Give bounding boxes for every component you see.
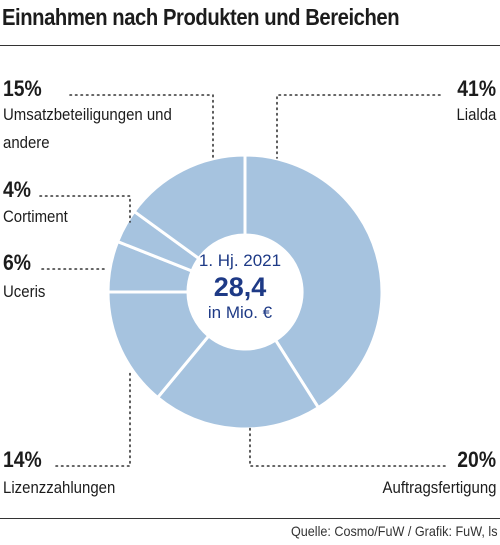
leader-cortiment	[39, 195, 131, 223]
label-uceris-name: Uceris	[3, 282, 46, 301]
label-umsatz-name-2: andere	[3, 133, 50, 152]
leader-lines	[39, 94, 446, 467]
title-rule	[0, 45, 500, 46]
leader-auftrag	[249, 427, 446, 467]
donut-center: 1. Hj. 2021 28,4 in Mio. €	[190, 251, 290, 323]
leader-umsatz	[69, 94, 214, 159]
label-auftrag-name: Auftragsfertigung	[382, 478, 496, 497]
label-umsatz-pct: 15%	[3, 76, 42, 101]
chart-title: Einnahmen nach Produkten und Bereichen	[2, 4, 400, 30]
label-umsatz-name-1: Umsatzbeteiligungen und	[3, 105, 172, 124]
slice-umsatzbeteiligungen-und-andere	[132, 153, 247, 261]
label-auftrag-pct: 20%	[457, 447, 496, 472]
source-note: Quelle: Cosmo/FuW / Grafik: FuW, ls	[290, 523, 497, 539]
donut-slices	[106, 153, 384, 431]
label-lizenz-pct: 14%	[3, 447, 42, 472]
slice-lizenzzahlungen	[106, 290, 211, 400]
leader-lialda	[276, 94, 441, 159]
leader-lizenz	[55, 371, 131, 467]
label-cortiment-name: Cortiment	[3, 207, 68, 226]
slice-auftragsfertigung	[155, 333, 321, 431]
label-lialda-pct: 41%	[457, 76, 496, 101]
label-cortiment-pct: 4%	[3, 177, 31, 202]
center-period: 1. Hj. 2021	[198, 251, 282, 270]
center-unit: in Mio. €	[207, 303, 273, 322]
footer-rule	[0, 518, 500, 519]
label-uceris-pct: 6%	[3, 250, 31, 275]
label-lialda-name: Lialda	[456, 105, 496, 124]
center-total: 28,4	[213, 272, 267, 302]
label-lizenz-name: Lizenzzahlungen	[3, 478, 116, 497]
